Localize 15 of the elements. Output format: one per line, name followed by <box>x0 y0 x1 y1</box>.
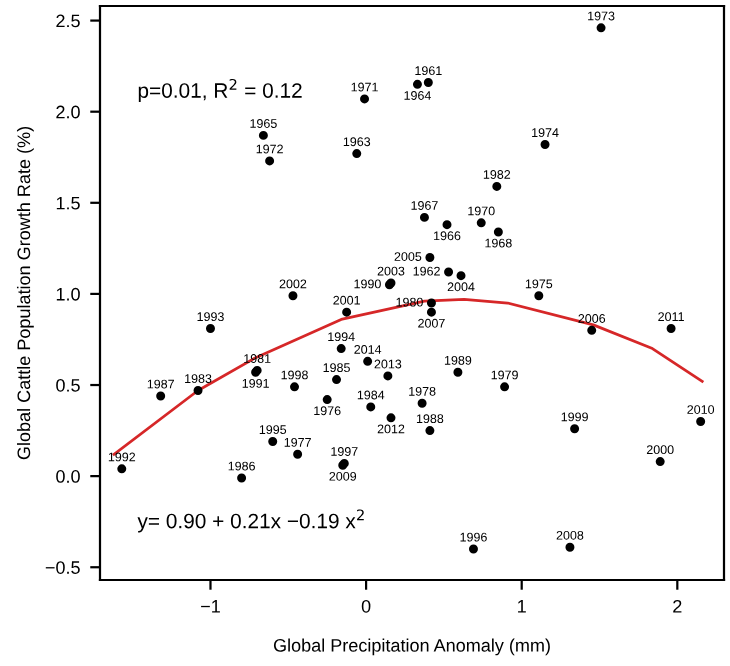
x-tick-label: −1 <box>201 600 220 613</box>
y-axis-title: Global Cattle Population Growth Rate (%) <box>16 127 34 460</box>
y-tick-label: 0.5 <box>56 378 80 392</box>
x-tick-label: 0 <box>361 599 371 613</box>
y-tick-label: 2.5 <box>56 14 80 28</box>
y-tick-label: 1.0 <box>56 287 80 301</box>
x-tick-label: 1 <box>518 600 526 613</box>
annotation: y= 0.90 + 0.21x −0.19 x$^{2}$ <box>137 509 364 533</box>
y-tick-label: 1.5 <box>56 196 80 210</box>
x-tick-label: 2 <box>673 599 682 613</box>
x-axis-title: Global Precipitation Anomaly (mm) <box>273 638 550 656</box>
y-tick-label: −0.5 <box>45 561 80 574</box>
y-tick-label: 2.0 <box>56 105 80 119</box>
y-tick-label: 0.0 <box>56 470 80 483</box>
annotation: p=0.01, R$^{2}$ = 0.12 <box>138 78 302 102</box>
